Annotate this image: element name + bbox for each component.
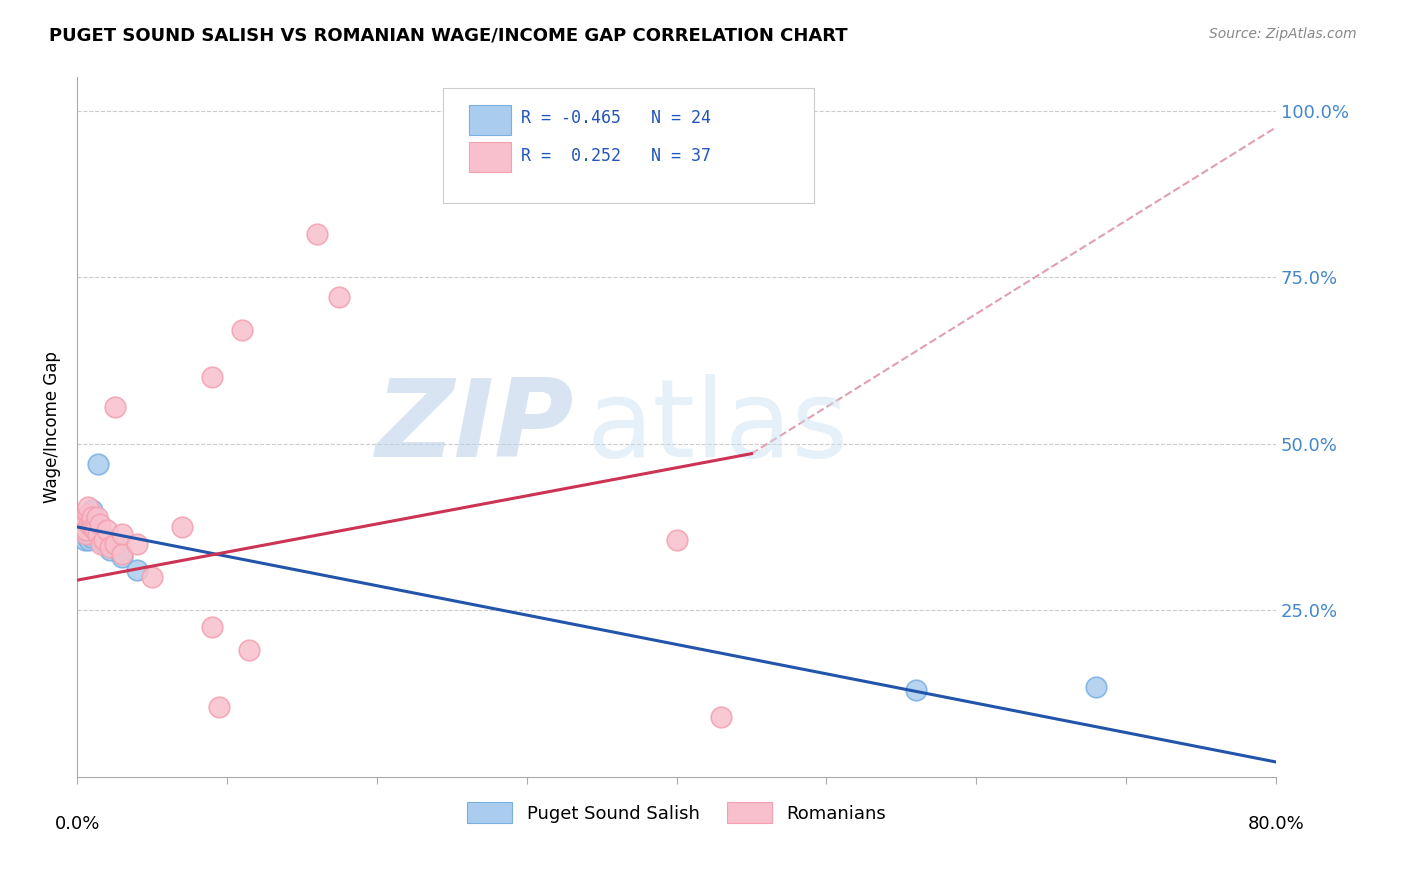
Point bbox=[70, 513, 93, 527]
Text: PUGET SOUND SALISH VS ROMANIAN WAGE/INCOME GAP CORRELATION CHART: PUGET SOUND SALISH VS ROMANIAN WAGE/INCO… bbox=[49, 27, 848, 45]
Point bbox=[84, 523, 107, 537]
Point bbox=[76, 500, 98, 514]
Point bbox=[1085, 680, 1108, 694]
Point bbox=[103, 400, 125, 414]
Point bbox=[86, 510, 108, 524]
Point bbox=[79, 516, 101, 531]
Y-axis label: Wage/Income Gap: Wage/Income Gap bbox=[44, 351, 60, 503]
Point bbox=[77, 523, 100, 537]
Point bbox=[83, 520, 105, 534]
Text: 80.0%: 80.0% bbox=[1247, 815, 1305, 833]
Text: atlas: atlas bbox=[586, 374, 849, 480]
Point bbox=[103, 536, 125, 550]
Point bbox=[231, 323, 253, 337]
Text: R =  0.252   N = 37: R = 0.252 N = 37 bbox=[520, 147, 710, 165]
Point bbox=[70, 526, 93, 541]
Text: R = -0.465   N = 24: R = -0.465 N = 24 bbox=[520, 109, 710, 127]
Point bbox=[98, 540, 121, 554]
Point bbox=[93, 533, 115, 548]
Point bbox=[80, 526, 103, 541]
Point bbox=[80, 510, 103, 524]
FancyBboxPatch shape bbox=[470, 105, 512, 135]
Point bbox=[77, 516, 100, 531]
Point bbox=[75, 523, 97, 537]
Point bbox=[73, 516, 96, 531]
Point bbox=[75, 526, 97, 541]
Text: 0.0%: 0.0% bbox=[55, 815, 100, 833]
Point bbox=[73, 533, 96, 548]
Point bbox=[77, 533, 100, 548]
Point bbox=[208, 699, 231, 714]
Point bbox=[75, 520, 97, 534]
Point bbox=[201, 620, 224, 634]
Point bbox=[84, 516, 107, 531]
Point bbox=[710, 709, 733, 723]
Point bbox=[76, 507, 98, 521]
Point bbox=[98, 543, 121, 558]
Point bbox=[111, 547, 134, 561]
Legend: Puget Sound Salish, Romanians: Puget Sound Salish, Romanians bbox=[460, 796, 893, 830]
Point bbox=[72, 516, 94, 531]
Point bbox=[905, 683, 928, 698]
Point bbox=[93, 536, 115, 550]
Point bbox=[79, 530, 101, 544]
Point bbox=[72, 520, 94, 534]
Text: ZIP: ZIP bbox=[377, 374, 575, 480]
Point bbox=[87, 526, 110, 541]
Point bbox=[125, 563, 148, 577]
Point bbox=[87, 457, 110, 471]
Point bbox=[96, 523, 118, 537]
Point bbox=[111, 549, 134, 564]
Point bbox=[76, 523, 98, 537]
Point bbox=[201, 370, 224, 384]
Point bbox=[75, 510, 97, 524]
Point bbox=[141, 570, 163, 584]
Point bbox=[80, 523, 103, 537]
Point bbox=[665, 533, 688, 548]
Point bbox=[80, 520, 103, 534]
Point bbox=[111, 526, 134, 541]
Point bbox=[73, 510, 96, 524]
Point bbox=[170, 520, 193, 534]
Text: Source: ZipAtlas.com: Source: ZipAtlas.com bbox=[1209, 27, 1357, 41]
FancyBboxPatch shape bbox=[443, 88, 814, 203]
FancyBboxPatch shape bbox=[470, 143, 512, 172]
Point bbox=[125, 536, 148, 550]
Point bbox=[238, 643, 260, 657]
Point bbox=[328, 290, 350, 304]
Point bbox=[89, 516, 111, 531]
Point bbox=[96, 533, 118, 548]
Point bbox=[76, 526, 98, 541]
Point bbox=[80, 503, 103, 517]
Point bbox=[305, 227, 328, 241]
Point bbox=[90, 536, 112, 550]
Point bbox=[90, 526, 112, 541]
Point bbox=[79, 523, 101, 537]
